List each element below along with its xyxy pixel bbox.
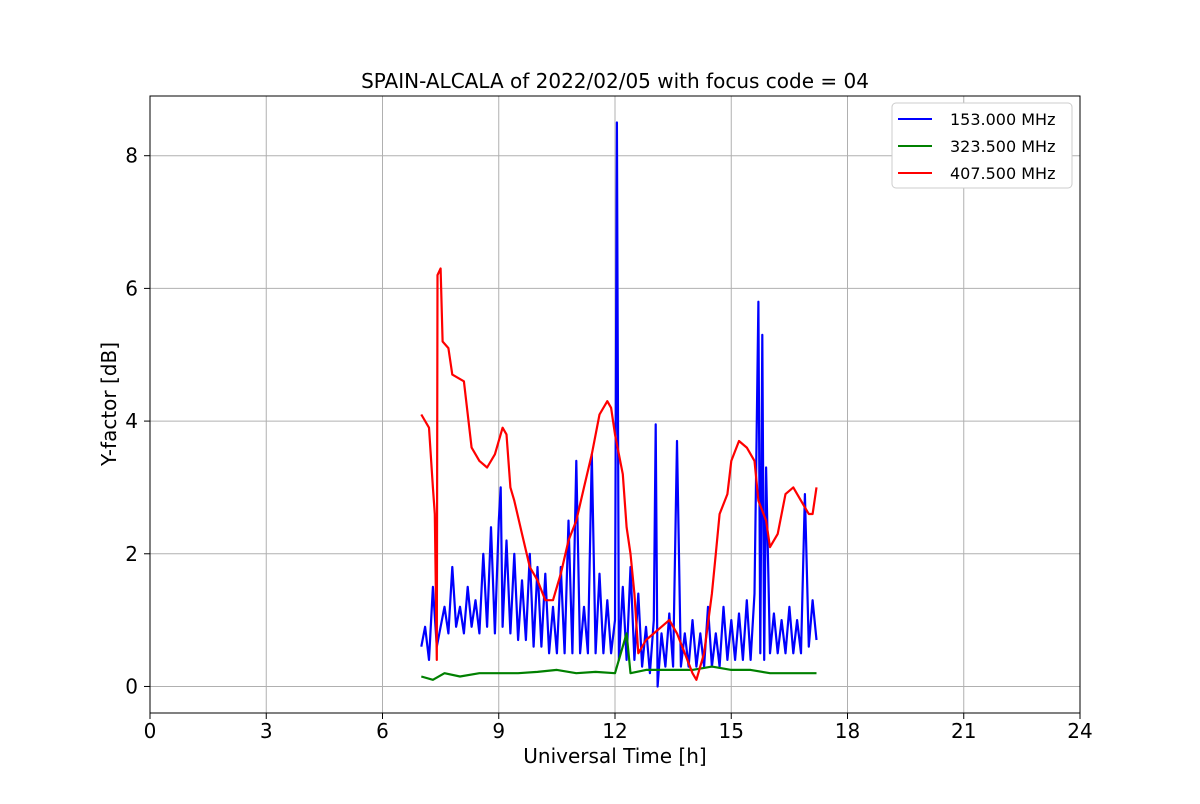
series-line-1 <box>420 121 818 688</box>
series-layer <box>420 121 818 688</box>
y-axis-label: Y-factor [dB] <box>97 342 121 467</box>
legend-label: 323.500 MHz <box>950 137 1055 156</box>
x-axis-label: Universal Time [h] <box>523 744 706 768</box>
series-line-3 <box>420 267 818 681</box>
y-tick-label: 2 <box>125 542 138 566</box>
x-tick-label: 9 <box>492 719 505 743</box>
series-line-2 <box>420 632 817 681</box>
legend-label: 407.500 MHz <box>950 164 1055 183</box>
x-tick-label: 0 <box>144 719 157 743</box>
y-tick-label: 8 <box>125 144 138 168</box>
x-tick-label: 12 <box>602 719 627 743</box>
x-tick-label: 15 <box>719 719 744 743</box>
x-tick-label: 3 <box>260 719 273 743</box>
legend-box <box>891 102 1073 189</box>
y-tick-label: 6 <box>125 276 138 300</box>
y-tick-label: 0 <box>125 674 138 698</box>
x-tick-label: 18 <box>835 719 860 743</box>
y-tick-label: 4 <box>125 409 138 433</box>
chart-title: SPAIN-ALCALA of 2022/02/05 with focus co… <box>361 69 869 93</box>
x-tick-label: 6 <box>376 719 389 743</box>
legend: 153.000 MHz 323.500 MHz 407.500 MHz <box>891 102 1073 189</box>
x-tick-label: 24 <box>1067 719 1092 743</box>
legend-label: 153.000 MHz <box>950 110 1055 129</box>
x-tick-label: 21 <box>951 719 976 743</box>
